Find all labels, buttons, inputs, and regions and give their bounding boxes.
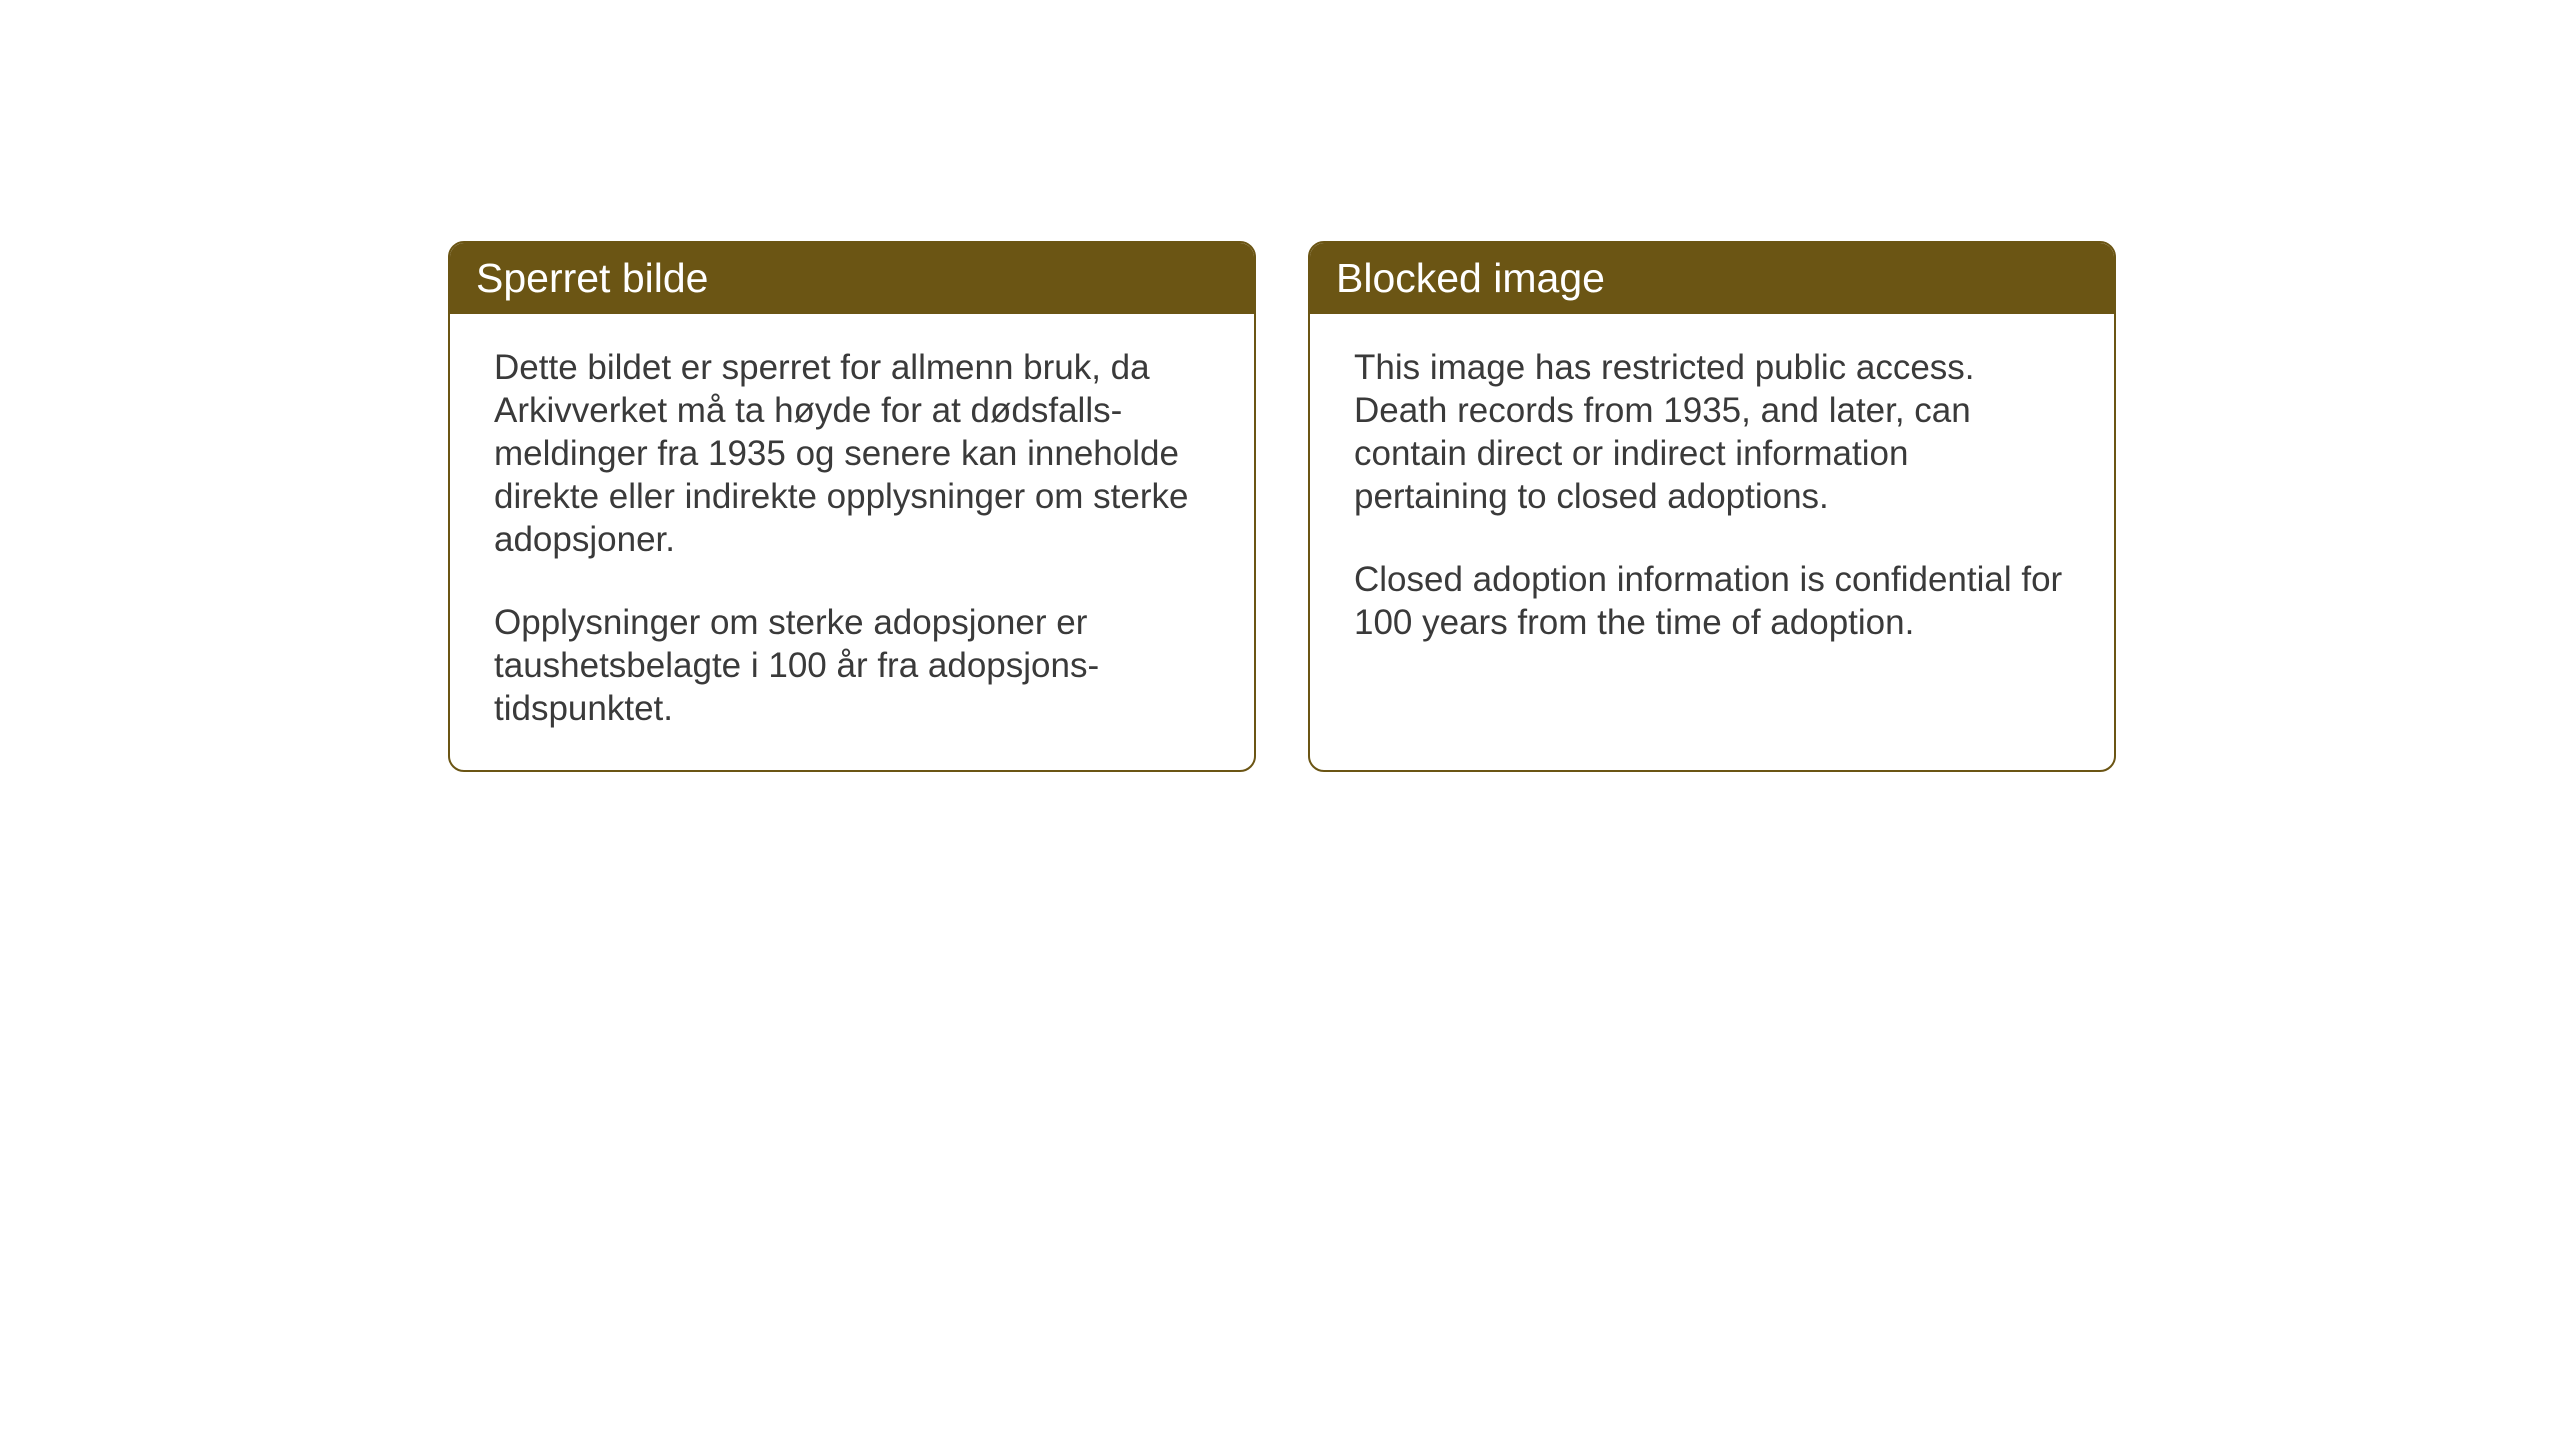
card-body-norwegian: Dette bildet er sperret for allmenn bruk…: [450, 314, 1254, 770]
card-body-english: This image has restricted public access.…: [1310, 314, 2114, 734]
blocked-image-card-english: Blocked image This image has restricted …: [1308, 241, 2116, 772]
paragraph-english-2: Closed adoption information is confident…: [1354, 558, 2070, 644]
paragraph-norwegian-1: Dette bildet er sperret for allmenn bruk…: [494, 346, 1210, 561]
card-container: Sperret bilde Dette bildet er sperret fo…: [448, 241, 2116, 772]
paragraph-english-1: This image has restricted public access.…: [1354, 346, 2070, 518]
card-header-english: Blocked image: [1310, 243, 2114, 314]
paragraph-norwegian-2: Opplysninger om sterke adopsjoner er tau…: [494, 601, 1210, 730]
card-header-norwegian: Sperret bilde: [450, 243, 1254, 314]
blocked-image-card-norwegian: Sperret bilde Dette bildet er sperret fo…: [448, 241, 1256, 772]
